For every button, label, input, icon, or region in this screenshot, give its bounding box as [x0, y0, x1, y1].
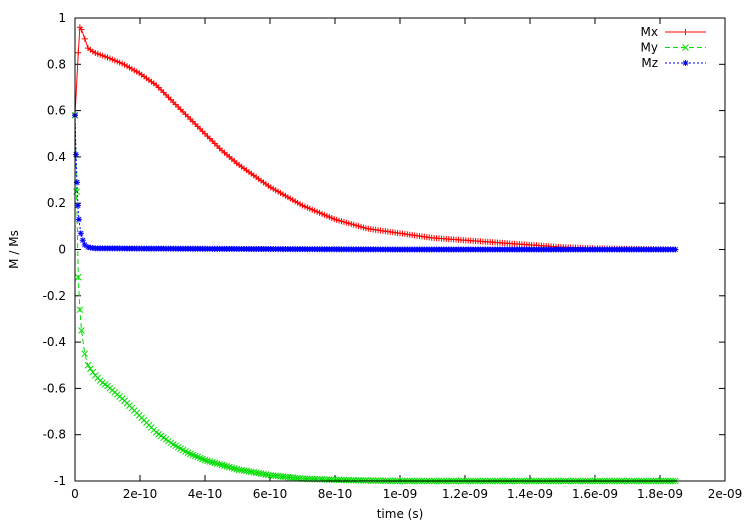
series-layer [71, 24, 679, 485]
y-tick-label: 0.8 [47, 57, 66, 71]
legend-label: Mz [641, 56, 658, 70]
x-tick-label: 8e-10 [318, 487, 353, 501]
y-tick-label: 0.4 [47, 150, 66, 164]
y-tick-label: -0.4 [43, 335, 66, 349]
series-line [74, 115, 677, 482]
x-tick-label: 1.6e-09 [572, 487, 618, 501]
series-markers [72, 24, 679, 253]
series-my [71, 111, 679, 485]
series-markers [71, 111, 679, 485]
series-mx [72, 24, 679, 253]
x-tick-label: 1.4e-09 [507, 487, 553, 501]
legend-item-my: My [641, 41, 706, 55]
y-tick-label: 0.6 [47, 104, 66, 118]
series-line [74, 25, 677, 250]
plot-frame [74, 17, 726, 482]
y-tick-label: 0.2 [47, 196, 66, 210]
legend-item-mx: Mx [641, 25, 706, 39]
ticks-layer: 0 2e-10 4e-10 6e-10 8e-10 1e-09 1.2e-09 1.4e-09… [43, 11, 743, 501]
x-tick-label: 2e-10 [123, 487, 158, 501]
legend-marker [682, 60, 689, 66]
legend-label: Mx [641, 25, 658, 39]
x-tick-label: 1e-09 [383, 487, 418, 501]
legend-item-mz: Mz [641, 56, 706, 70]
y-tick-label: -0.2 [43, 289, 66, 303]
legend-marker [682, 44, 689, 51]
y-tick-label: -0.8 [43, 428, 66, 442]
y-tick-label: 1 [58, 11, 66, 25]
x-tick-label: 1.8e-09 [637, 487, 683, 501]
legend-label: My [641, 41, 658, 55]
legend-marker [682, 29, 689, 35]
x-tick-label: 2e-09 [708, 487, 743, 501]
series-markers [72, 112, 679, 253]
x-tick-label: 1.2e-09 [442, 487, 488, 501]
y-axis-label: M / Ms [7, 230, 21, 269]
series-mz [72, 112, 679, 253]
x-axis-label: time (s) [377, 507, 424, 521]
x-tick-label: 0 [71, 487, 79, 501]
y-tick-label: -1 [54, 474, 66, 488]
x-tick-label: 4e-10 [188, 487, 223, 501]
y-tick-label: 0 [58, 243, 66, 257]
y-tick-label: -0.6 [43, 381, 66, 395]
x-tick-label: 6e-10 [253, 487, 288, 501]
